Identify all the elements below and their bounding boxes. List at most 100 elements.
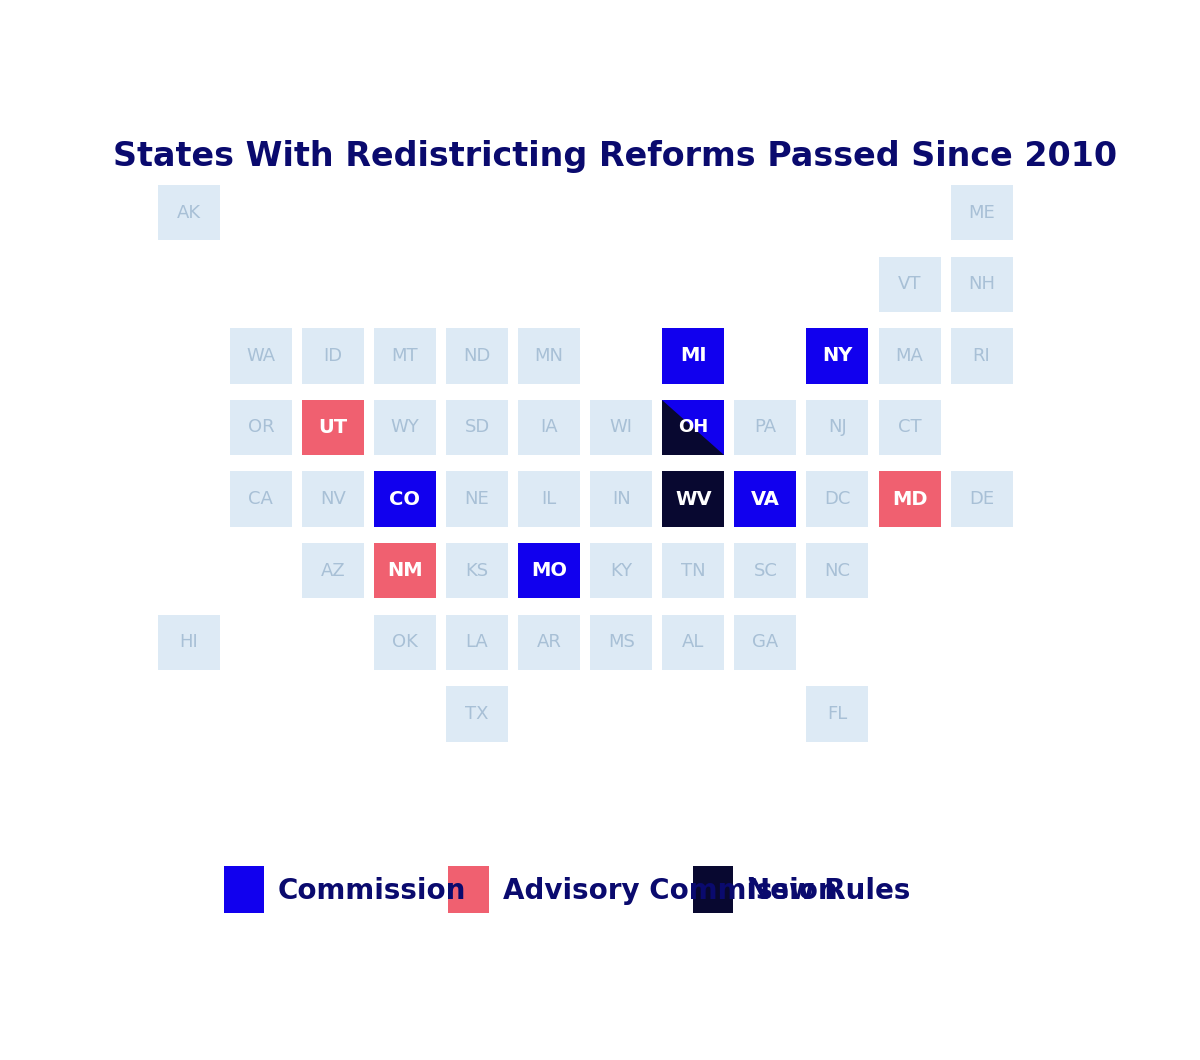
FancyBboxPatch shape <box>878 257 941 312</box>
Text: GA: GA <box>752 633 779 651</box>
FancyBboxPatch shape <box>446 543 508 599</box>
Text: MA: MA <box>895 347 924 365</box>
Text: CT: CT <box>898 419 922 437</box>
FancyBboxPatch shape <box>734 400 797 455</box>
Text: DE: DE <box>970 490 994 508</box>
Text: Commission: Commission <box>278 877 467 905</box>
FancyBboxPatch shape <box>662 615 725 670</box>
Text: OR: OR <box>247 419 274 437</box>
Text: NH: NH <box>968 276 995 294</box>
FancyBboxPatch shape <box>806 543 869 599</box>
FancyBboxPatch shape <box>662 329 725 384</box>
FancyBboxPatch shape <box>230 329 292 384</box>
FancyBboxPatch shape <box>157 184 220 241</box>
Text: MN: MN <box>535 347 564 365</box>
Text: WY: WY <box>391 419 419 437</box>
Text: CO: CO <box>390 490 420 509</box>
Text: IN: IN <box>612 490 630 508</box>
Text: AK: AK <box>176 204 200 222</box>
FancyBboxPatch shape <box>590 472 653 527</box>
Text: HI: HI <box>179 633 198 651</box>
FancyBboxPatch shape <box>302 329 364 384</box>
FancyBboxPatch shape <box>692 866 733 914</box>
Text: FL: FL <box>827 705 847 723</box>
Text: MS: MS <box>607 633 635 651</box>
FancyBboxPatch shape <box>223 866 264 914</box>
Text: PA: PA <box>755 419 776 437</box>
Text: NY: NY <box>822 347 853 366</box>
Text: NC: NC <box>824 562 851 580</box>
Text: States With Redistricting Reforms Passed Since 2010: States With Redistricting Reforms Passed… <box>113 140 1117 173</box>
Text: KS: KS <box>466 562 488 580</box>
FancyBboxPatch shape <box>446 400 508 455</box>
FancyBboxPatch shape <box>662 543 725 599</box>
Text: ID: ID <box>323 347 342 365</box>
FancyBboxPatch shape <box>950 472 1013 527</box>
Text: New Rules: New Rules <box>746 877 910 905</box>
Text: IL: IL <box>541 490 557 508</box>
Text: SD: SD <box>464 419 490 437</box>
FancyBboxPatch shape <box>230 472 292 527</box>
Text: AL: AL <box>682 633 704 651</box>
FancyBboxPatch shape <box>157 615 220 670</box>
FancyBboxPatch shape <box>662 400 725 455</box>
FancyBboxPatch shape <box>518 472 580 527</box>
FancyBboxPatch shape <box>446 686 508 742</box>
Text: OH: OH <box>678 419 708 437</box>
Text: OK: OK <box>392 633 418 651</box>
Text: VT: VT <box>898 276 922 294</box>
Text: SC: SC <box>754 562 778 580</box>
FancyBboxPatch shape <box>302 543 364 599</box>
FancyBboxPatch shape <box>374 400 436 455</box>
FancyBboxPatch shape <box>590 615 653 670</box>
Text: AZ: AZ <box>320 562 346 580</box>
Text: MD: MD <box>892 490 928 509</box>
Text: MT: MT <box>391 347 419 365</box>
FancyBboxPatch shape <box>518 329 580 384</box>
Text: ND: ND <box>463 347 491 365</box>
Text: NJ: NJ <box>828 419 847 437</box>
Text: WA: WA <box>246 347 275 365</box>
FancyBboxPatch shape <box>518 615 580 670</box>
FancyBboxPatch shape <box>518 543 580 599</box>
Text: NM: NM <box>388 561 422 580</box>
FancyBboxPatch shape <box>734 615 797 670</box>
Text: KY: KY <box>610 562 632 580</box>
FancyBboxPatch shape <box>806 400 869 455</box>
Text: IA: IA <box>540 419 558 437</box>
Text: AR: AR <box>536 633 562 651</box>
FancyBboxPatch shape <box>734 472 797 527</box>
Text: ME: ME <box>968 204 995 222</box>
Text: LA: LA <box>466 633 488 651</box>
FancyBboxPatch shape <box>374 615 436 670</box>
FancyBboxPatch shape <box>518 400 580 455</box>
FancyBboxPatch shape <box>374 543 436 599</box>
FancyBboxPatch shape <box>950 329 1013 384</box>
Text: WV: WV <box>674 490 712 509</box>
Text: RI: RI <box>973 347 990 365</box>
FancyBboxPatch shape <box>878 472 941 527</box>
FancyBboxPatch shape <box>878 400 941 455</box>
FancyBboxPatch shape <box>806 329 869 384</box>
FancyBboxPatch shape <box>662 472 725 527</box>
Text: Advisory Commission: Advisory Commission <box>503 877 838 905</box>
Text: TN: TN <box>680 562 706 580</box>
FancyBboxPatch shape <box>302 400 364 455</box>
FancyBboxPatch shape <box>446 472 508 527</box>
Text: UT: UT <box>318 418 348 437</box>
Text: NE: NE <box>464 490 490 508</box>
FancyBboxPatch shape <box>446 329 508 384</box>
FancyBboxPatch shape <box>950 184 1013 241</box>
FancyBboxPatch shape <box>806 472 869 527</box>
FancyBboxPatch shape <box>446 615 508 670</box>
FancyBboxPatch shape <box>806 686 869 742</box>
Text: VA: VA <box>751 490 780 509</box>
Text: DC: DC <box>824 490 851 508</box>
FancyBboxPatch shape <box>590 543 653 599</box>
FancyBboxPatch shape <box>374 472 436 527</box>
FancyBboxPatch shape <box>302 472 364 527</box>
Polygon shape <box>662 400 725 455</box>
FancyBboxPatch shape <box>374 329 436 384</box>
Text: CA: CA <box>248 490 274 508</box>
FancyBboxPatch shape <box>878 329 941 384</box>
